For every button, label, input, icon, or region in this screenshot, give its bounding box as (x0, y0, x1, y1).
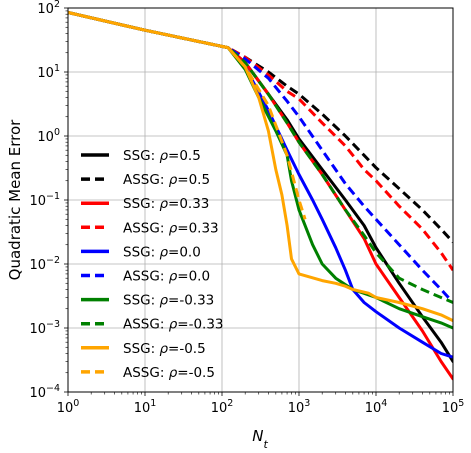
y-tick-label: 10−4 (29, 383, 60, 401)
y-axis-label: Quadratic Mean Error (6, 119, 24, 280)
x-tick-label: 103 (288, 398, 311, 416)
legend-label: ASSG: ρ=0.5 (123, 172, 210, 188)
legend-label: SSG: ρ=-0.33 (123, 293, 214, 309)
x-tick-label: 104 (365, 398, 388, 416)
legend-label: SSG: ρ=0.0 (123, 244, 201, 260)
x-axis-label-main: N (252, 427, 263, 445)
legend-label: ASSG: ρ=-0.5 (123, 365, 215, 381)
y-tick-label: 100 (37, 127, 60, 145)
y-tick-label: 10−3 (29, 319, 60, 337)
x-axis: 100 101 102 103 104 105 (57, 392, 465, 416)
y-tick-label: 10−1 (29, 191, 60, 209)
x-tick-label: 105 (442, 398, 465, 416)
y-axis: 10−4 10−3 10−2 10−1 100 101 102 (29, 0, 68, 401)
x-tick-label: 101 (134, 398, 157, 416)
legend: SSG: ρ=0.5 ASSG: ρ=0.5 SSG: ρ=0.33 ASSG: ρ=… (81, 148, 224, 381)
y-tick-label: 10−2 (29, 255, 60, 273)
series-lines (68, 11, 453, 381)
x-axis-label-sub: t (263, 438, 268, 451)
x-tick-label: 102 (211, 398, 234, 416)
y-tick-label: 102 (37, 0, 60, 17)
legend-label: ASSG: ρ=-0.33 (123, 317, 224, 333)
x-axis-label: Nt (252, 427, 268, 451)
legend-label: ASSG: ρ=0.33 (123, 220, 219, 236)
y-tick-label: 101 (37, 63, 60, 81)
legend-label: ASSG: ρ=0.0 (123, 269, 210, 285)
legend-label: SSG: ρ=0.33 (123, 196, 209, 212)
x-tick-label: 100 (57, 398, 80, 416)
legend-label: SSG: ρ=0.5 (123, 148, 201, 164)
legend-label: SSG: ρ=-0.5 (123, 341, 206, 357)
series-line (68, 11, 307, 220)
grid (67, 7, 454, 393)
